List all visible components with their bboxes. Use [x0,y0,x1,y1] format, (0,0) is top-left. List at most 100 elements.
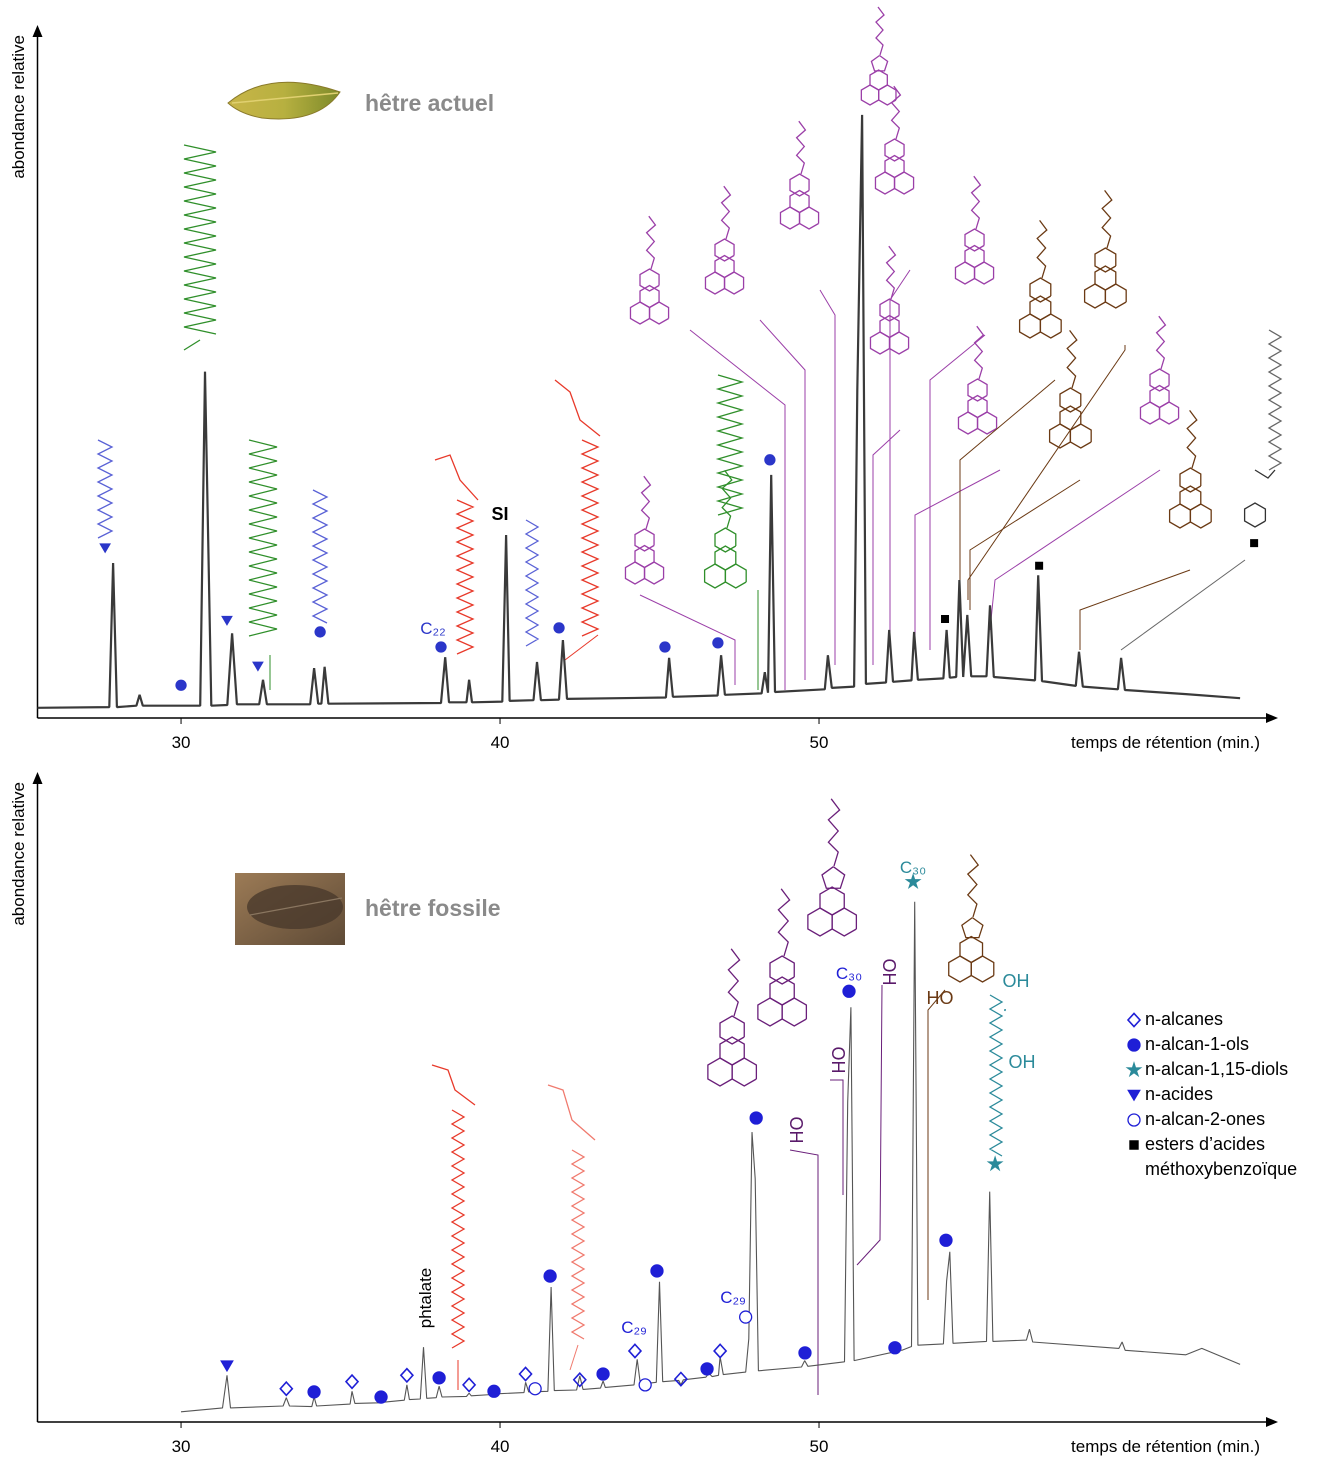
structure-bond [1254,469,1276,479]
chart-title: hêtre fossile [365,895,501,921]
structure-bond [639,284,660,309]
legend-symbol [1127,1113,1141,1127]
legend-label: n-alcanes [1145,1009,1224,1029]
structure-bond [689,329,786,690]
structure-bond [964,244,985,269]
chromatogram-trace [180,901,1241,1413]
structure-bond [640,475,652,530]
structure-bond [819,886,845,916]
structure-bond [889,269,911,640]
marker [1250,539,1259,548]
structure-bond [721,470,733,529]
x-axis-label: temps de rétention (min.) [1071,1437,1260,1456]
legend-item: esters d’acides méthoxybenzoïque [1125,1132,1320,1182]
structure-bond [966,854,980,918]
structure-bond [970,175,982,230]
marker [1129,1140,1139,1150]
marker [700,1362,714,1376]
legend-label: n-alcan-1,15-diols [1145,1059,1289,1079]
structure-bond [988,994,1004,1157]
structure-bond [1101,190,1113,249]
marker [749,1111,763,1125]
marker [764,454,776,466]
structure-bond [311,489,329,624]
x-tick-label: 50 [810,733,829,752]
marker [399,1367,414,1384]
marker [650,1264,664,1278]
structure-bond [914,469,1001,645]
structure-bond [714,545,737,571]
marker [572,1371,587,1388]
legend-label: esters d’acides méthoxybenzoïque [1145,1134,1298,1179]
annotation: OH [879,959,899,986]
structure-bond [856,984,883,1266]
structure-bond [927,989,946,1300]
structure-bond [714,254,735,279]
structure-bond [821,866,846,889]
structure-bond [1059,405,1082,431]
marker [252,661,264,672]
structure-bond [961,917,984,939]
x-tick-label: 40 [491,1437,510,1456]
x-axis-arrow [1266,713,1278,723]
marker [553,622,565,634]
annotation: OH [1009,1052,1036,1072]
structure-bond [929,334,986,650]
chromatogram-trace [37,114,1241,709]
structure-bond [1149,384,1170,409]
marker [543,1269,557,1283]
marker [518,1366,533,1382]
annotation: HO [927,988,954,1008]
y-axis-arrow [32,772,43,784]
structure-bond [569,1344,579,1371]
annotation: OH [1003,971,1030,991]
legend-item: n-alcan-1,15-diols [1125,1057,1320,1082]
chart-title: hêtre actuel [365,90,494,116]
marker [713,1343,728,1359]
structure-bond [719,1015,745,1045]
marker [99,543,111,554]
structure-bond [580,439,600,637]
structure-bond [564,634,599,661]
structure-bond [524,519,540,647]
structure-bond [872,429,901,665]
structure-bond [1094,265,1117,291]
y-axis-arrow [32,25,43,37]
structure-bond [789,173,810,197]
legend-symbol [1127,1038,1141,1052]
structure-bond [1029,277,1052,303]
structure-bond [959,379,1056,590]
structure-bond [719,1036,745,1066]
x-tick-label: 30 [172,733,191,752]
structure-bond [96,439,114,539]
structure-bond [634,528,655,552]
legend-label: n-acides [1145,1084,1214,1104]
structure-bond [1029,295,1052,321]
structure-bond [1186,410,1198,469]
marker [314,626,326,638]
structure-bond [1179,485,1202,511]
annotation: C₂₉ [720,1288,746,1307]
structure-bond [777,888,791,957]
structure-bond [450,1109,466,1349]
structure-bond [964,228,985,252]
structure-bond [434,454,479,501]
marker [374,1390,388,1404]
legend-item: n-alcan-2-ones [1125,1107,1320,1132]
legend-label: n-alcan-1-ols [1145,1034,1250,1054]
structure-bond [870,54,889,72]
legend-label: n-alcan-2-ones [1145,1109,1266,1129]
legend-symbol [1125,1061,1143,1078]
structure-bond [634,544,655,569]
structure-bond [884,138,905,162]
structure-bond [1267,329,1283,471]
marker [712,637,724,649]
structure-bond [967,345,1126,600]
structure-bond [639,594,736,685]
legend-item: n-alcan-1-ols [1125,1032,1320,1057]
legend-symbol [1126,1012,1142,1028]
structure-bond [875,6,885,56]
marker [528,1382,542,1396]
marker [739,1310,753,1324]
